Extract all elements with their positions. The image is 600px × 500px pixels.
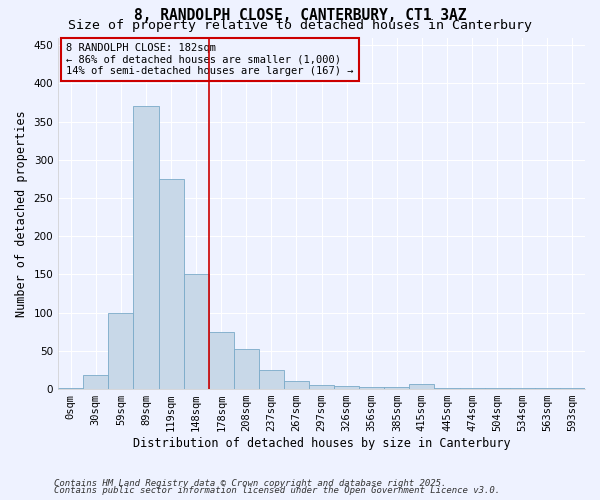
Bar	[158, 179, 184, 389]
Bar	[309, 386, 334, 389]
Bar	[284, 382, 309, 389]
Bar	[460, 388, 485, 389]
Bar	[485, 388, 510, 389]
Bar	[535, 388, 560, 389]
Bar	[560, 388, 585, 389]
Bar	[83, 376, 109, 389]
Bar	[234, 350, 259, 389]
Bar	[184, 274, 209, 389]
Y-axis label: Number of detached properties: Number of detached properties	[15, 110, 28, 316]
Bar	[133, 106, 158, 389]
Bar	[409, 384, 434, 389]
Bar	[510, 388, 535, 389]
Bar	[58, 388, 83, 389]
X-axis label: Distribution of detached houses by size in Canterbury: Distribution of detached houses by size …	[133, 437, 511, 450]
Bar	[109, 312, 133, 389]
Text: Size of property relative to detached houses in Canterbury: Size of property relative to detached ho…	[68, 18, 532, 32]
Bar	[334, 386, 359, 389]
Bar	[209, 332, 234, 389]
Bar	[359, 387, 385, 389]
Text: Contains HM Land Registry data © Crown copyright and database right 2025.: Contains HM Land Registry data © Crown c…	[54, 478, 446, 488]
Bar	[434, 388, 460, 389]
Text: 8, RANDOLPH CLOSE, CANTERBURY, CT1 3AZ: 8, RANDOLPH CLOSE, CANTERBURY, CT1 3AZ	[134, 8, 466, 22]
Text: Contains public sector information licensed under the Open Government Licence v3: Contains public sector information licen…	[54, 486, 500, 495]
Bar	[385, 387, 409, 389]
Bar	[259, 370, 284, 389]
Text: 8 RANDOLPH CLOSE: 182sqm
← 86% of detached houses are smaller (1,000)
14% of sem: 8 RANDOLPH CLOSE: 182sqm ← 86% of detach…	[66, 43, 353, 76]
